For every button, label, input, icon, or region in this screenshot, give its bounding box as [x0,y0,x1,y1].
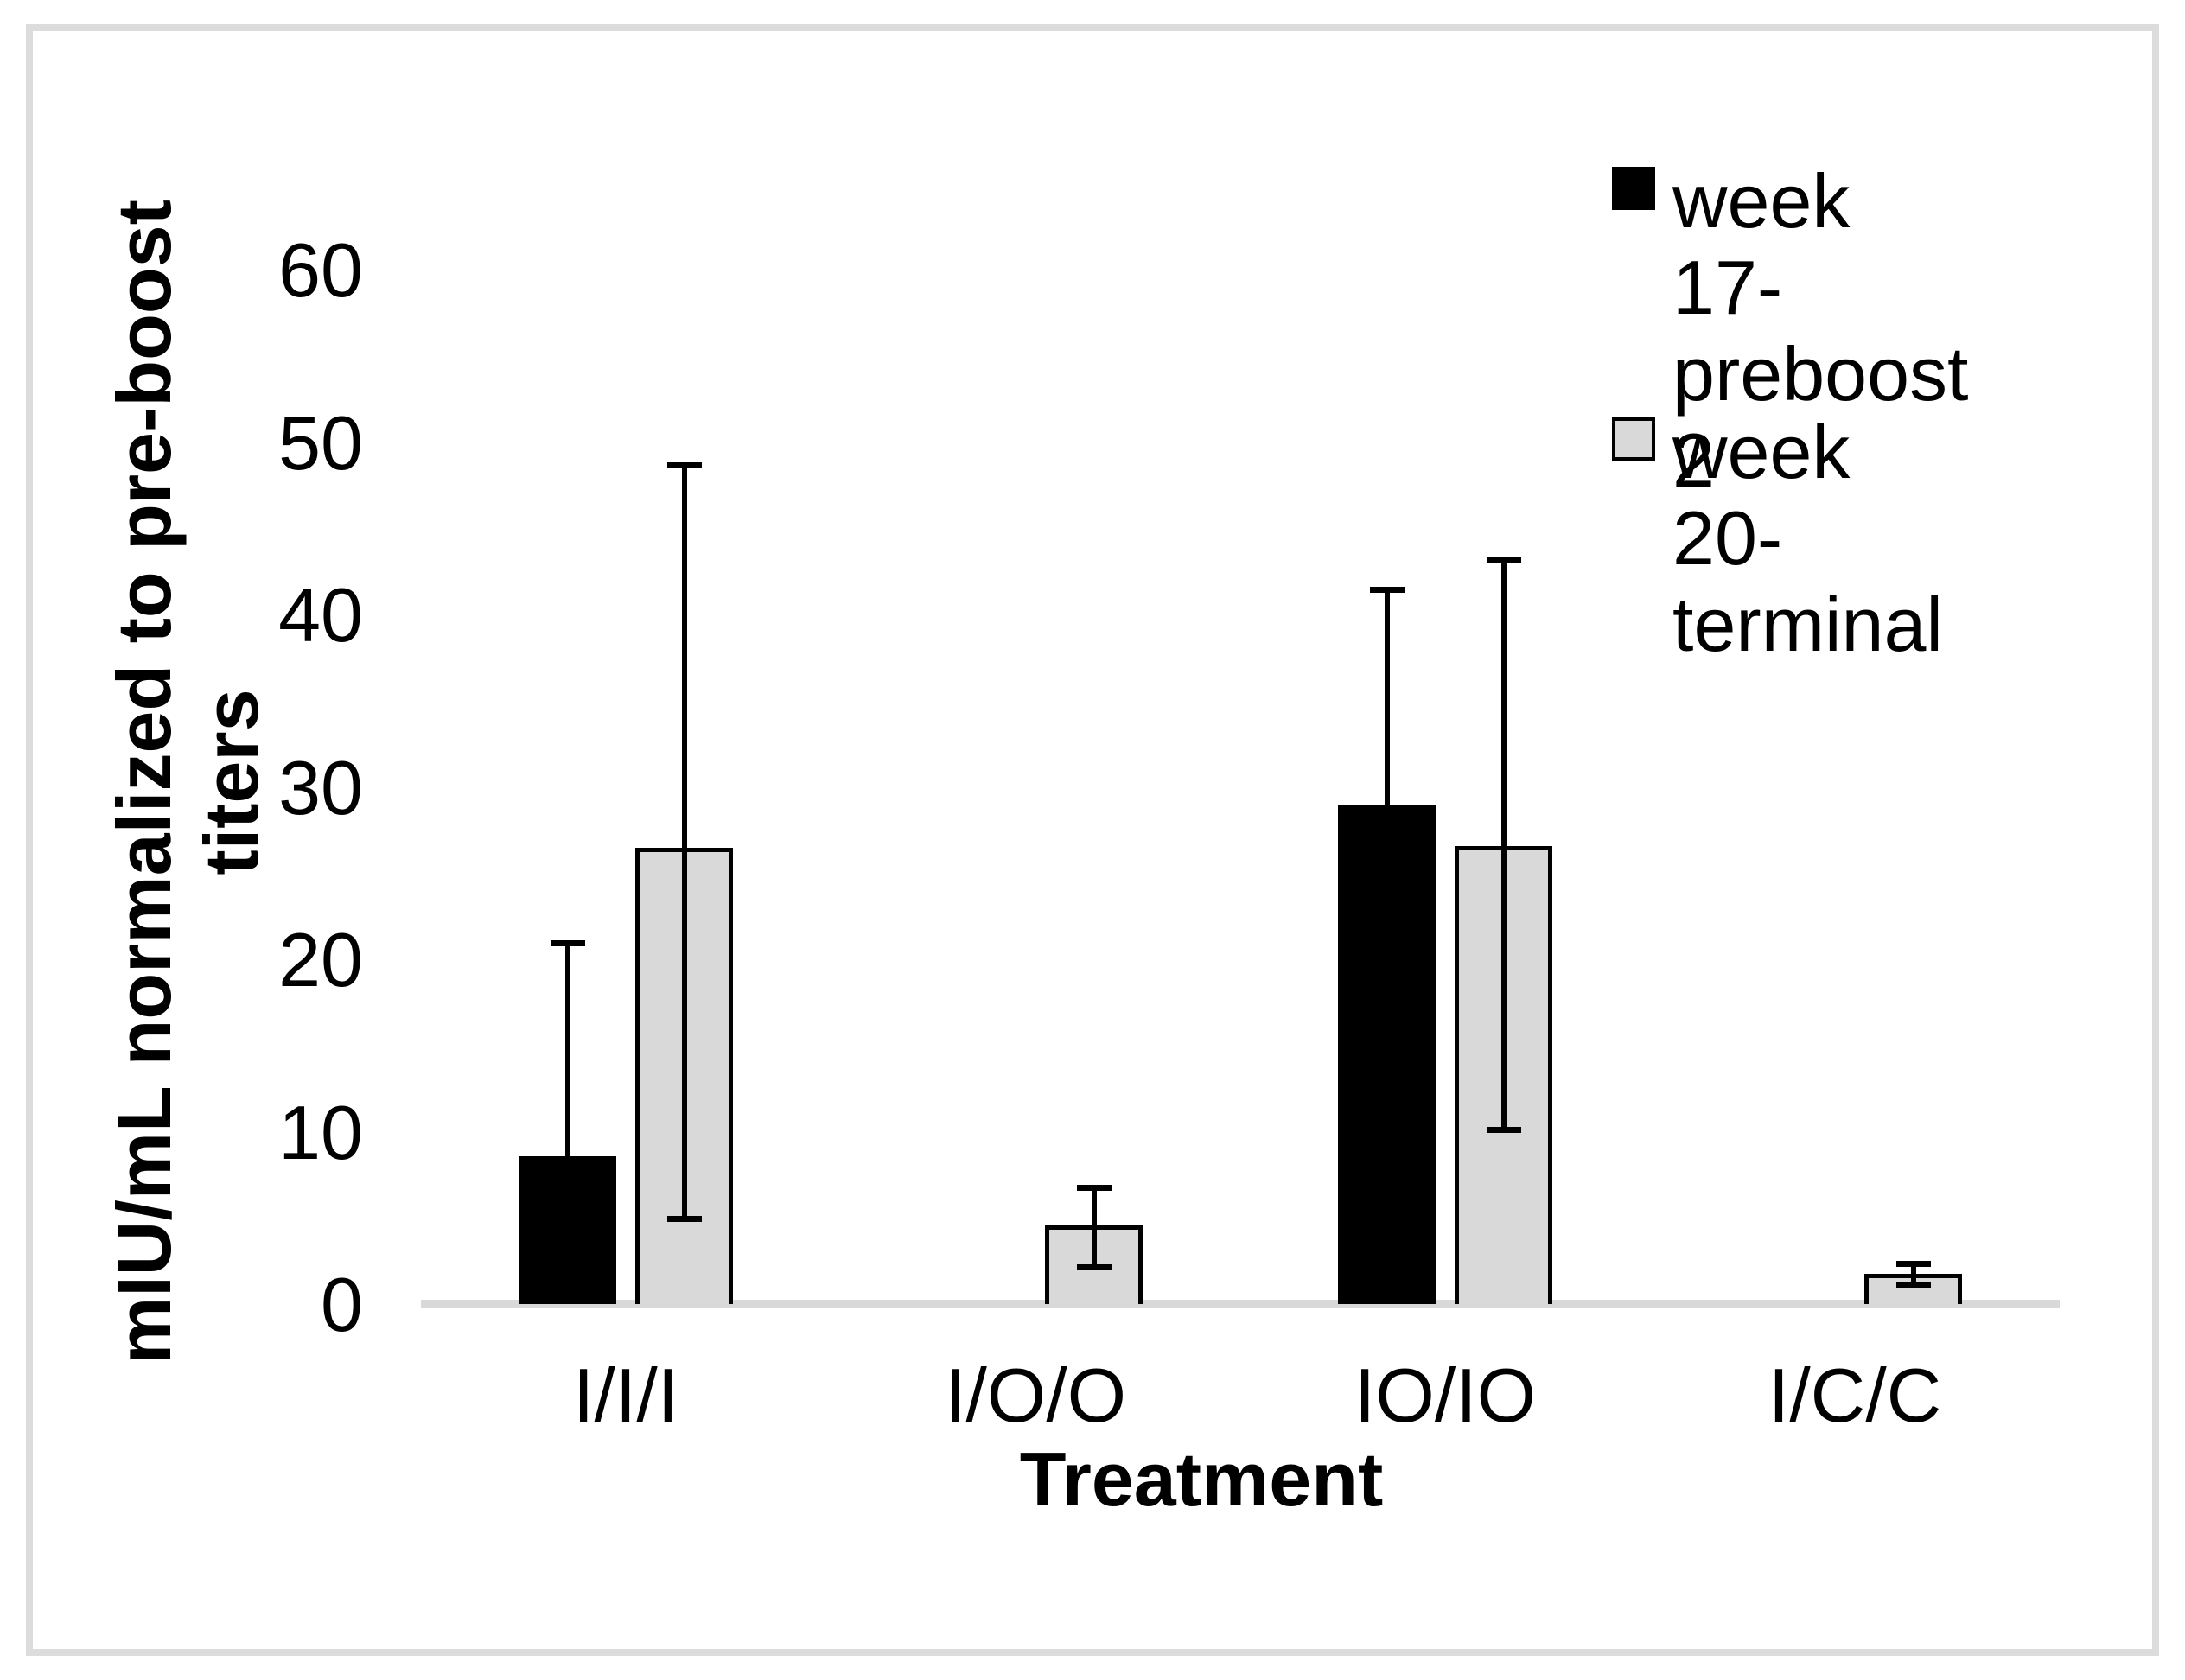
error-bar-IOIO [1384,589,1390,805]
x-category-label-IOO: I/O/O [944,1352,1127,1438]
legend-item-week-20-terminal: week 20- terminal [1612,409,1943,668]
error-bar-cap [550,940,585,947]
error-bar-cap [1895,1282,1931,1289]
error-bar-cap [1486,557,1521,564]
x-category-label-IOIO: IO/IO [1354,1352,1537,1438]
error-bar-cap [666,462,702,469]
legend-marker-icon [1612,167,1655,210]
legend-item-week-17-preboost-2: week 17- preboost 2 [1612,158,1968,504]
y-tick-label-40: 40 [278,572,363,658]
x-axis-line [421,1300,2060,1308]
bar-week-17-preboost-2-IOIO [1338,805,1436,1304]
error-bar-cap [666,1216,702,1223]
y-tick-label-20: 20 [278,917,363,1002]
error-bar-cap [1076,1185,1112,1192]
x-category-label-ICC: I/C/C [1768,1352,1942,1438]
error-bar-cap [1486,1126,1521,1133]
y-tick-label-30: 30 [278,744,363,830]
y-tick-label-60: 60 [278,227,363,313]
error-bar-cap [1076,1264,1112,1271]
legend-marker-icon [1612,417,1655,461]
y-tick-label-10: 10 [278,1089,363,1175]
y-tick-label-0: 0 [321,1262,363,1347]
error-bar-cap [1895,1261,1931,1268]
y-tick-label-50: 50 [278,399,363,486]
error-bar-ICC [1910,1263,1916,1285]
error-bar-IOIO [1500,560,1507,1130]
x-axis-title: Treatment [1019,1436,1384,1522]
error-bar-III [681,465,687,1219]
error-bar-III [564,943,570,1157]
error-bar-IOO [1091,1187,1097,1268]
legend-label: week 17- preboost 2 [1672,158,1969,503]
error-bar-cap [1369,587,1405,594]
legend-label: week 20- terminal [1672,409,1943,667]
x-category-label-III: I/I/I [572,1352,679,1438]
bar-week-17-preboost-2-III [519,1156,616,1304]
